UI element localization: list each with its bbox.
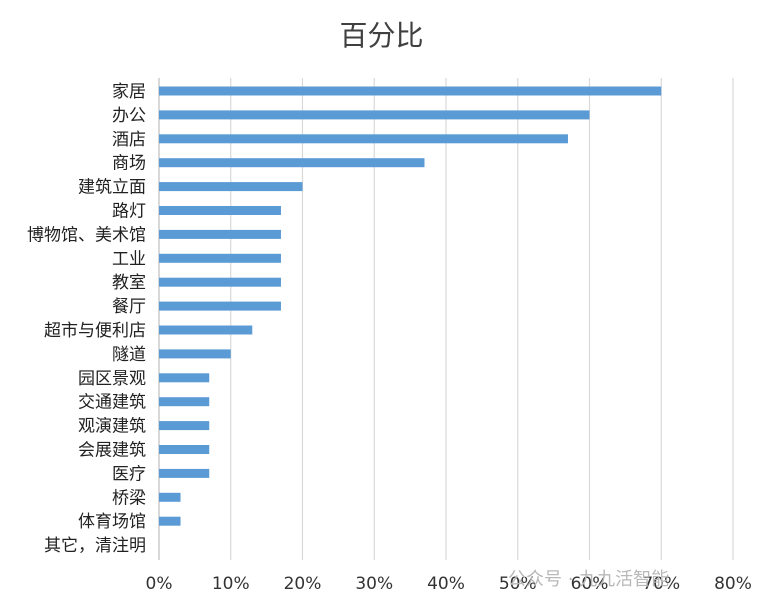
bar	[159, 468, 210, 478]
bar	[159, 445, 210, 454]
bar	[159, 421, 210, 431]
bar	[159, 373, 210, 383]
bar	[159, 110, 590, 120]
category-label: 隧道	[112, 345, 146, 365]
bar	[159, 134, 568, 144]
bar	[159, 397, 210, 407]
category-label: 建筑立面	[78, 178, 146, 198]
x-tick-label: 30%	[355, 574, 393, 594]
category-label: 园区景观	[78, 369, 146, 389]
category-label: 交通建筑	[78, 393, 146, 413]
bar	[159, 349, 231, 359]
bar	[159, 301, 281, 311]
category-label: 博物馆、美术馆	[27, 225, 146, 245]
bar	[159, 253, 281, 263]
bar	[159, 229, 281, 239]
watermark-text: 公众号 · 九九活智能	[508, 569, 670, 590]
category-label: 商场	[112, 154, 146, 174]
bar	[159, 516, 181, 526]
x-tick-label: 20%	[284, 574, 322, 594]
bar	[159, 325, 253, 335]
x-tick-label: 60%	[571, 574, 609, 594]
bar	[159, 277, 281, 287]
category-label: 工业	[112, 249, 146, 269]
category-label: 酒店	[112, 130, 146, 150]
category-label: 餐厅	[112, 297, 146, 317]
x-tick-label: 10%	[212, 574, 250, 594]
category-label: 教室	[112, 273, 146, 293]
category-label: 观演建筑	[78, 417, 146, 437]
category-label: 路灯	[112, 202, 146, 222]
bar	[159, 492, 181, 502]
x-tick-label: 70%	[642, 574, 680, 594]
bar	[159, 182, 303, 192]
category-label: 超市与便利店	[44, 321, 146, 341]
category-label: 其它，清注明	[44, 536, 146, 556]
category-label: 体育场馆	[78, 512, 146, 532]
category-label: 办公	[112, 106, 146, 126]
category-label: 会展建筑	[78, 441, 146, 461]
bar	[159, 86, 662, 96]
chart-title: 百分比	[339, 19, 424, 52]
x-tick-label: 40%	[427, 574, 465, 594]
bar	[159, 158, 425, 168]
bar	[159, 206, 281, 215]
category-label: 桥梁	[112, 488, 146, 508]
category-label: 医疗	[112, 464, 146, 484]
x-tick-label: 50%	[499, 574, 537, 594]
x-tick-label: 0%	[146, 574, 173, 594]
category-label: 家居	[112, 82, 146, 102]
x-tick-label: 80%	[714, 574, 752, 594]
